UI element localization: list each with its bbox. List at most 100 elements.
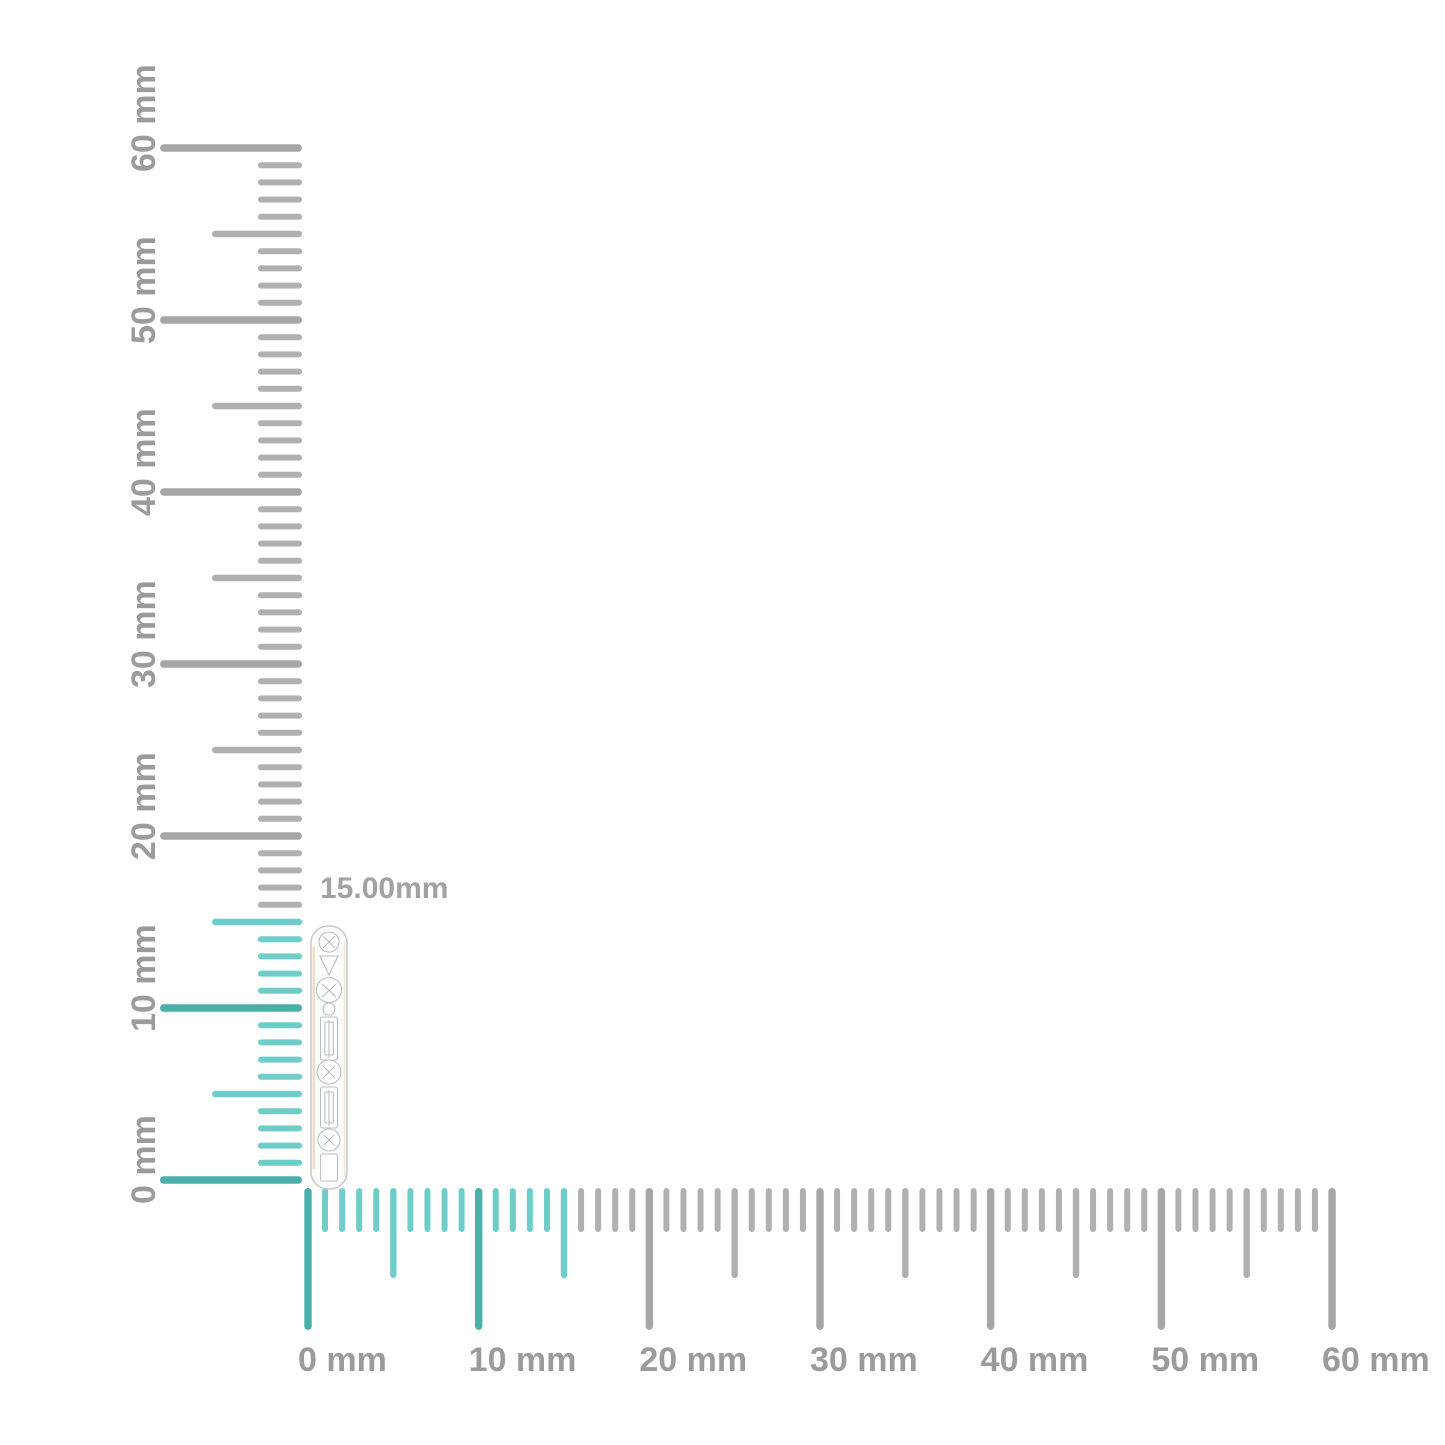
vertical-ruler-tick-27mm	[258, 712, 302, 719]
horizontal-ruler-tick-60mm	[1328, 1188, 1336, 1330]
horizontal-ruler-tick-36mm	[919, 1188, 926, 1232]
horizontal-ruler-tick-10mm	[474, 1188, 483, 1330]
sparkle-icon	[323, 1134, 335, 1146]
horizontal-ruler-tick-4mm	[373, 1188, 380, 1232]
vertical-ruler-tick-25mm	[212, 746, 302, 754]
vertical-ruler-tick-56mm	[258, 213, 302, 220]
earring-sparkles	[321, 935, 337, 1146]
horizontal-ruler-tick-50mm	[1157, 1188, 1166, 1330]
horizontal-ruler-tick-24mm	[714, 1188, 721, 1232]
horizontal-ruler-tick-54mm	[1226, 1188, 1233, 1232]
vertical-ruler-tick-14mm	[258, 936, 302, 943]
horizontal-ruler-tick-7mm	[424, 1188, 431, 1232]
vertical-ruler-tick-22mm	[258, 798, 302, 805]
horizontal-ruler-tick-42mm	[1021, 1188, 1028, 1232]
horizontal-ruler-tick-19mm	[629, 1188, 636, 1232]
sparkle-icon	[321, 983, 337, 998]
vertical-ruler-tick-45mm	[212, 402, 302, 410]
vertical-ruler-tick-34mm	[258, 592, 302, 599]
horizontal-ruler-tick-25mm	[731, 1188, 738, 1278]
horizontal-ruler-tick-12mm	[509, 1188, 516, 1232]
vertical-ruler-tick-26mm	[258, 729, 302, 736]
vertical-ruler-tick-19mm	[258, 850, 302, 857]
horizontal-ruler-tick-58mm	[1294, 1188, 1301, 1232]
vertical-ruler-label-20mm: 20 mm	[125, 752, 163, 860]
vertical-ruler-tick-39mm	[258, 506, 302, 513]
vertical-ruler-tick-49mm	[258, 334, 302, 341]
vertical-ruler-tick-60mm	[160, 144, 302, 152]
vertical-ruler-tick-0mm	[160, 1176, 302, 1184]
horizontal-ruler-tick-27mm	[765, 1188, 772, 1232]
earring-item	[310, 925, 348, 1190]
vertical-ruler-tick-54mm	[258, 248, 302, 255]
vertical-ruler-tick-11mm	[258, 987, 302, 994]
vertical-ruler-tick-40mm	[160, 488, 302, 496]
horizontal-ruler-tick-5mm	[390, 1188, 397, 1278]
vertical-ruler-tick-10mm	[160, 1004, 302, 1012]
horizontal-ruler-tick-33mm	[868, 1188, 875, 1232]
horizontal-ruler-tick-40mm	[986, 1188, 995, 1330]
vertical-ruler-tick-8mm	[258, 1039, 302, 1046]
horizontal-ruler-tick-15mm	[560, 1188, 568, 1278]
horizontal-ruler-tick-1mm	[322, 1188, 329, 1232]
vertical-ruler-label-0mm: 0 mm	[125, 1115, 163, 1204]
horizontal-ruler-tick-44mm	[1055, 1188, 1062, 1232]
vertical-ruler-tick-23mm	[258, 781, 302, 788]
horizontal-ruler-tick-29mm	[799, 1188, 806, 1232]
horizontal-ruler-tick-51mm	[1175, 1188, 1182, 1232]
vertical-ruler-tick-59mm	[258, 162, 302, 169]
vertical-ruler-tick-51mm	[258, 299, 302, 306]
horizontal-ruler-tick-26mm	[748, 1188, 755, 1232]
vertical-ruler-label-50mm: 50 mm	[125, 236, 163, 344]
sparkle-icon	[322, 1065, 336, 1079]
vertical-ruler-tick-53mm	[258, 265, 302, 272]
horizontal-ruler-tick-14mm	[543, 1188, 550, 1232]
horizontal-ruler-tick-31mm	[834, 1188, 841, 1232]
vertical-ruler-tick-5mm	[212, 1090, 302, 1098]
horizontal-ruler-tick-53mm	[1209, 1188, 1216, 1232]
horizontal-ruler-tick-23mm	[697, 1188, 704, 1232]
vertical-ruler-tick-38mm	[258, 523, 302, 530]
horizontal-ruler-tick-46mm	[1090, 1188, 1097, 1232]
vertical-ruler-tick-48mm	[258, 351, 302, 358]
vertical-ruler-tick-36mm	[258, 557, 302, 564]
vertical-ruler-tick-43mm	[258, 437, 302, 444]
vertical-ruler-tick-58mm	[258, 179, 302, 186]
horizontal-ruler-tick-38mm	[953, 1188, 960, 1232]
horizontal-ruler-tick-28mm	[782, 1188, 789, 1232]
horizontal-ruler-tick-9mm	[458, 1188, 465, 1232]
horizontal-ruler-label-40mm: 40 mm	[981, 1341, 1089, 1379]
vertical-ruler-labels: 0 mm 10 mm 20 mm 30 mm 40 mm 50 mm 60 mm	[125, 64, 163, 1204]
vertical-ruler-tick-13mm	[258, 953, 302, 960]
horizontal-ruler-tick-30mm	[816, 1188, 824, 1330]
vertical-ruler-tick-33mm	[258, 609, 302, 616]
horizontal-ruler-tick-56mm	[1260, 1188, 1267, 1232]
vertical-ruler-tick-47mm	[258, 368, 302, 375]
vertical-ruler-label-60mm: 60 mm	[125, 64, 163, 172]
diamond-facet	[322, 1002, 336, 1016]
vertical-ruler-tick-16mm	[258, 901, 302, 908]
vertical-ruler-tick-52mm	[258, 282, 302, 289]
horizontal-ruler-tick-22mm	[680, 1188, 687, 1232]
horizontal-ruler-tick-0mm	[304, 1188, 312, 1330]
vertical-ruler-tick-4mm	[258, 1108, 302, 1115]
vertical-ruler-tick-17mm	[258, 884, 302, 891]
vertical-ruler-tick-44mm	[258, 420, 302, 427]
horizontal-ruler-tick-43mm	[1038, 1188, 1045, 1232]
vertical-ruler-tick-21mm	[258, 815, 302, 822]
horizontal-ruler-tick-2mm	[339, 1188, 346, 1232]
vertical-ruler-tick-42mm	[258, 454, 302, 461]
horizontal-ruler-tick-13mm	[526, 1188, 533, 1232]
horizontal-ruler-tick-41mm	[1004, 1188, 1011, 1232]
vertical-ruler-label-10mm: 10 mm	[125, 924, 163, 1032]
horizontal-ruler-tick-47mm	[1107, 1188, 1114, 1232]
vertical-ruler	[160, 144, 302, 1184]
horizontal-ruler-tick-11mm	[492, 1188, 499, 1232]
vertical-ruler-tick-6mm	[258, 1073, 302, 1080]
horizontal-ruler-label-50mm: 50 mm	[1151, 1341, 1259, 1379]
vertical-ruler-tick-12mm	[258, 970, 302, 977]
vertical-ruler-tick-50mm	[160, 316, 302, 324]
vertical-ruler-tick-35mm	[212, 574, 302, 582]
horizontal-ruler-tick-18mm	[612, 1188, 619, 1232]
measurement-label: 15.00mm	[320, 872, 448, 905]
